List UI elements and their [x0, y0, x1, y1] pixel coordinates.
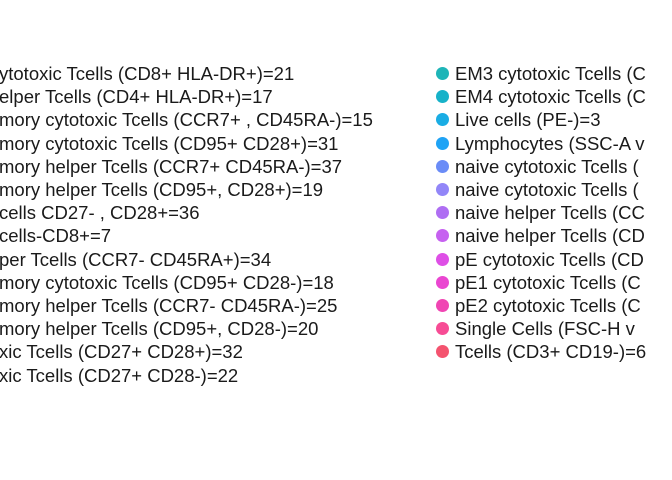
legend-entry-label: xic Tcells (CD27+ CD28-)=22 — [0, 364, 239, 386]
legend-entry-label: mory helper Tcells (CD95+, CD28+)=19 — [0, 179, 324, 200]
legend-entry-label: naive helper Tcells (CC — [455, 202, 645, 224]
legend-key-marker — [435, 345, 449, 359]
legend-key-marker — [435, 67, 449, 80]
legend-key-marker — [435, 275, 449, 289]
legend-entry-label: naive cytotoxic Tcells ( — [455, 179, 639, 200]
legend-entry-label: EM4 cytotoxic Tcells (C — [455, 86, 646, 108]
legend-entry-label: cells-CD8+=7 — [0, 225, 112, 247]
legend-entry-label: mory helper Tcells (CCR7- CD45RA-)=25 — [0, 295, 338, 316]
legend-entry-label: Tcells (CD3+ CD19-)=6 — [455, 341, 647, 363]
legend-entry-label: Live cells (PE-)=3 — [455, 109, 601, 131]
legend-entry-label: ytotoxic Tcells (CD8+ HLA-DR+)=21 — [0, 63, 295, 84]
legend-entry-label: Single Cells (FSC-H v — [455, 318, 635, 340]
legend-key-marker — [435, 206, 449, 220]
legend-key-marker — [435, 136, 449, 150]
legend-key-marker — [435, 90, 449, 104]
legend-entry-label: mory cytotoxic Tcells (CD95+ CD28+)=31 — [0, 132, 339, 154]
legend-entry-label: xic Tcells (CD27+ CD28+)=32 — [0, 341, 243, 363]
legend-entry-label: naive cytotoxic Tcells ( — [455, 155, 639, 177]
legend-entry-label: pE1 cytotoxic Tcells (C — [455, 271, 641, 293]
legend-entry-label: mory helper Tcells (CCR7+ CD45RA-)=37 — [0, 155, 343, 177]
legend-entry-label: mory cytotoxic Tcells (CCR7+ , CD45RA-)=… — [0, 109, 373, 131]
legend-entry-label: Lymphocytes (SSC-A v — [455, 132, 645, 154]
legend-key-marker — [435, 252, 449, 266]
legend-entry-label: per Tcells (CCR7- CD45RA+)=34 — [0, 248, 272, 270]
legend-key-marker — [435, 113, 449, 127]
legend-key-marker — [435, 299, 449, 312]
legend-key-marker — [435, 229, 449, 243]
legend-key-marker — [435, 183, 449, 196]
legend-entry-label: EM3 cytotoxic Tcells (C — [455, 63, 646, 84]
legend-key-marker — [435, 322, 449, 336]
legend-entry-label: pE cytotoxic Tcells (CD — [455, 248, 644, 270]
legend-entry-label: mory cytotoxic Tcells (CD95+ CD28-)=18 — [0, 271, 334, 293]
legend-entry-label: elper Tcells (CD4+ HLA-DR+)=17 — [0, 86, 273, 108]
legend-key-marker — [435, 159, 449, 173]
legend-entry-label: pE2 cytotoxic Tcells (C — [455, 295, 641, 316]
legend-entry-label: mory helper Tcells (CD95+, CD28-)=20 — [0, 318, 319, 340]
legend-entry-label: naive helper Tcells (CD — [455, 225, 645, 247]
legend-entry-label: cells CD27- , CD28+=36 — [0, 202, 200, 224]
